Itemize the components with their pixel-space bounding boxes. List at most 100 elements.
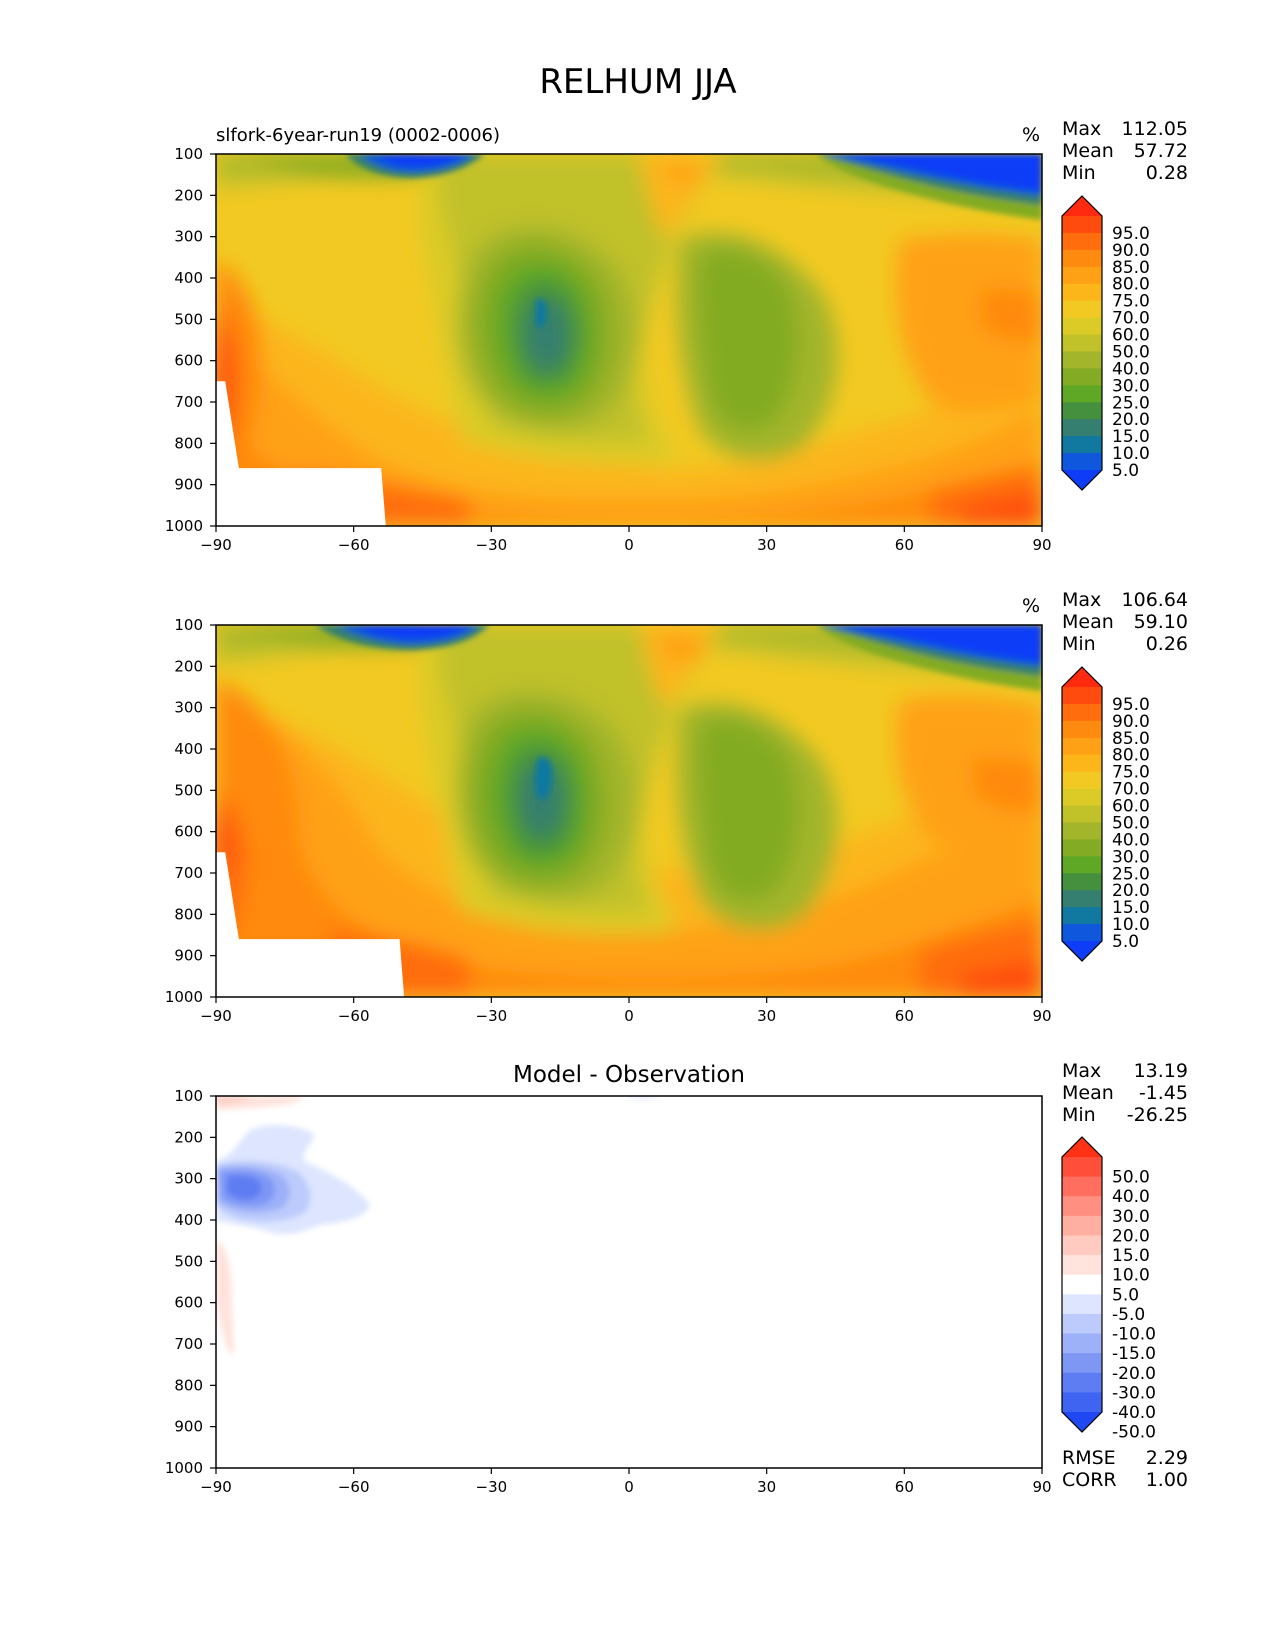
colorbar-label: 95.0 bbox=[1112, 695, 1150, 715]
colorbar-segment bbox=[1062, 351, 1102, 369]
x-tick-label: −30 bbox=[476, 1478, 508, 1496]
x-tick-label: −90 bbox=[200, 536, 232, 554]
colorbar-label: 60.0 bbox=[1112, 797, 1150, 817]
stat-max-label: Max bbox=[1062, 1060, 1101, 1082]
colorbar-label: 70.0 bbox=[1112, 780, 1150, 800]
colorbar-segment bbox=[1062, 924, 1102, 942]
y-tick-label: 900 bbox=[174, 947, 203, 965]
colorbar-segment bbox=[1062, 788, 1102, 807]
colorbar: 50.040.030.020.015.010.05.0-5.0-10.0-15.… bbox=[1061, 1136, 1156, 1443]
x-tick-label: −90 bbox=[200, 1478, 232, 1496]
colorbar-label: 50.0 bbox=[1112, 1168, 1150, 1188]
colorbar-segment bbox=[1062, 453, 1102, 471]
colorbar-label: 40.0 bbox=[1112, 359, 1150, 379]
colorbar-segment bbox=[1062, 232, 1102, 251]
colorbar-extend-max bbox=[1062, 667, 1102, 687]
colorbar-label: 50.0 bbox=[1112, 342, 1150, 362]
colorbar-label: 80.0 bbox=[1112, 275, 1150, 295]
stat-max-value: 112.05 bbox=[1122, 118, 1188, 140]
colorbar-segment bbox=[1062, 1176, 1102, 1197]
x-tick-label: 60 bbox=[895, 1478, 914, 1496]
colorbar-segment bbox=[1062, 300, 1102, 319]
x-tick-label: −30 bbox=[476, 1007, 508, 1025]
colorbar-label: 30.0 bbox=[1112, 847, 1150, 867]
x-tick-label: 0 bbox=[624, 536, 634, 554]
colorbar-extend-min bbox=[1062, 941, 1102, 961]
stat-max-value: 13.19 bbox=[1134, 1060, 1188, 1082]
stat-mean-value: 59.10 bbox=[1134, 611, 1188, 633]
y-tick-label: 1000 bbox=[165, 1459, 203, 1477]
y-tick-label: 1000 bbox=[165, 988, 203, 1006]
colorbar-segment bbox=[1062, 720, 1102, 739]
y-tick-label: 500 bbox=[174, 1252, 203, 1270]
colorbar-label: 5.0 bbox=[1112, 932, 1139, 952]
y-tick-label: 800 bbox=[174, 905, 203, 923]
y-tick-label: 100 bbox=[174, 1087, 203, 1105]
axes-ticks: −90 −60 −30 0 30 60 90 100 200 300 400 500 600 700 800… bbox=[165, 616, 1052, 1025]
y-tick-label: 800 bbox=[174, 434, 203, 452]
y-tick-label: 400 bbox=[174, 269, 203, 287]
colorbar-segment bbox=[1062, 805, 1102, 823]
colorbar-segment bbox=[1062, 317, 1102, 336]
stat-min-label: Min bbox=[1062, 162, 1096, 184]
colorbar-label: -20.0 bbox=[1112, 1364, 1156, 1384]
colorbar-segment bbox=[1062, 436, 1102, 454]
y-tick-label: 300 bbox=[174, 699, 203, 717]
colorbar-segment bbox=[1062, 737, 1102, 756]
stat-mean-label: Mean bbox=[1062, 140, 1114, 162]
colorbar-extend-min bbox=[1062, 470, 1102, 490]
colorbar-segment bbox=[1062, 822, 1102, 840]
stat-min-label: Min bbox=[1062, 633, 1096, 655]
colorbar-label: 20.0 bbox=[1112, 881, 1150, 901]
y-tick-label: 200 bbox=[174, 186, 203, 204]
colorbar-label: 10.0 bbox=[1112, 444, 1150, 464]
panel-reference: % bbox=[165, 589, 1188, 1025]
panel-units: % bbox=[1022, 124, 1040, 146]
colorbar-label: 15.0 bbox=[1112, 898, 1150, 918]
stats-block: Max 106.64 Mean 59.10 Min 0.26 bbox=[1062, 589, 1188, 655]
colorbar-label: -30.0 bbox=[1112, 1383, 1156, 1403]
metric-corr-value: 1.00 bbox=[1146, 1469, 1188, 1491]
x-tick-label: 30 bbox=[757, 536, 776, 554]
panel-subtitle: slfork-6year-run19 (0002-0006) bbox=[216, 125, 500, 146]
colorbar-segment bbox=[1062, 283, 1102, 302]
colorbar-outline bbox=[1061, 666, 1103, 962]
colorbar-segment bbox=[1062, 216, 1102, 234]
stat-min-label: Min bbox=[1062, 1104, 1096, 1126]
y-tick-label: 900 bbox=[174, 1418, 203, 1436]
contour-field bbox=[216, 154, 1042, 526]
colorbar-label: 85.0 bbox=[1112, 729, 1150, 749]
colorbar-label: 50.0 bbox=[1112, 813, 1150, 833]
colorbar-segment bbox=[1062, 334, 1102, 352]
stat-mean-value: 57.72 bbox=[1134, 140, 1188, 162]
colorbar: 95.090.085.080.075.070.060.050.040.030.0… bbox=[1061, 195, 1150, 491]
x-tick-label: 90 bbox=[1032, 536, 1051, 554]
stats-block: Max 13.19 Mean -1.45 Min -26.25 bbox=[1062, 1060, 1188, 1126]
colorbar-label: 90.0 bbox=[1112, 712, 1150, 732]
stat-max-label: Max bbox=[1062, 118, 1101, 140]
colorbar-label: 85.0 bbox=[1112, 258, 1150, 278]
colorbar-label: -5.0 bbox=[1112, 1305, 1145, 1325]
colorbar-segment bbox=[1062, 1353, 1102, 1374]
colorbar-label: 40.0 bbox=[1112, 1187, 1150, 1207]
colorbar-label: 90.0 bbox=[1112, 241, 1150, 261]
colorbar-segment bbox=[1062, 419, 1102, 437]
colorbar-label: -40.0 bbox=[1112, 1403, 1156, 1423]
colorbar-segment bbox=[1062, 402, 1102, 420]
colorbar-label: 5.0 bbox=[1112, 461, 1139, 481]
colorbar-segment bbox=[1062, 873, 1102, 891]
colorbar-label: 10.0 bbox=[1112, 1266, 1150, 1286]
x-tick-label: 60 bbox=[895, 1007, 914, 1025]
colorbar-label: 10.0 bbox=[1112, 915, 1150, 935]
colorbar-label: 70.0 bbox=[1112, 309, 1150, 329]
y-tick-label: 500 bbox=[174, 781, 203, 799]
figure-title: RELHUM JJA bbox=[539, 62, 736, 102]
colorbar-outline bbox=[1061, 195, 1103, 491]
colorbar-segment bbox=[1062, 1255, 1102, 1276]
y-tick-label: 700 bbox=[174, 393, 203, 411]
colorbar-label: 75.0 bbox=[1112, 763, 1150, 783]
terrain-mask bbox=[216, 852, 405, 997]
stat-min-value: 0.26 bbox=[1146, 633, 1188, 655]
colorbar-segment bbox=[1062, 907, 1102, 925]
